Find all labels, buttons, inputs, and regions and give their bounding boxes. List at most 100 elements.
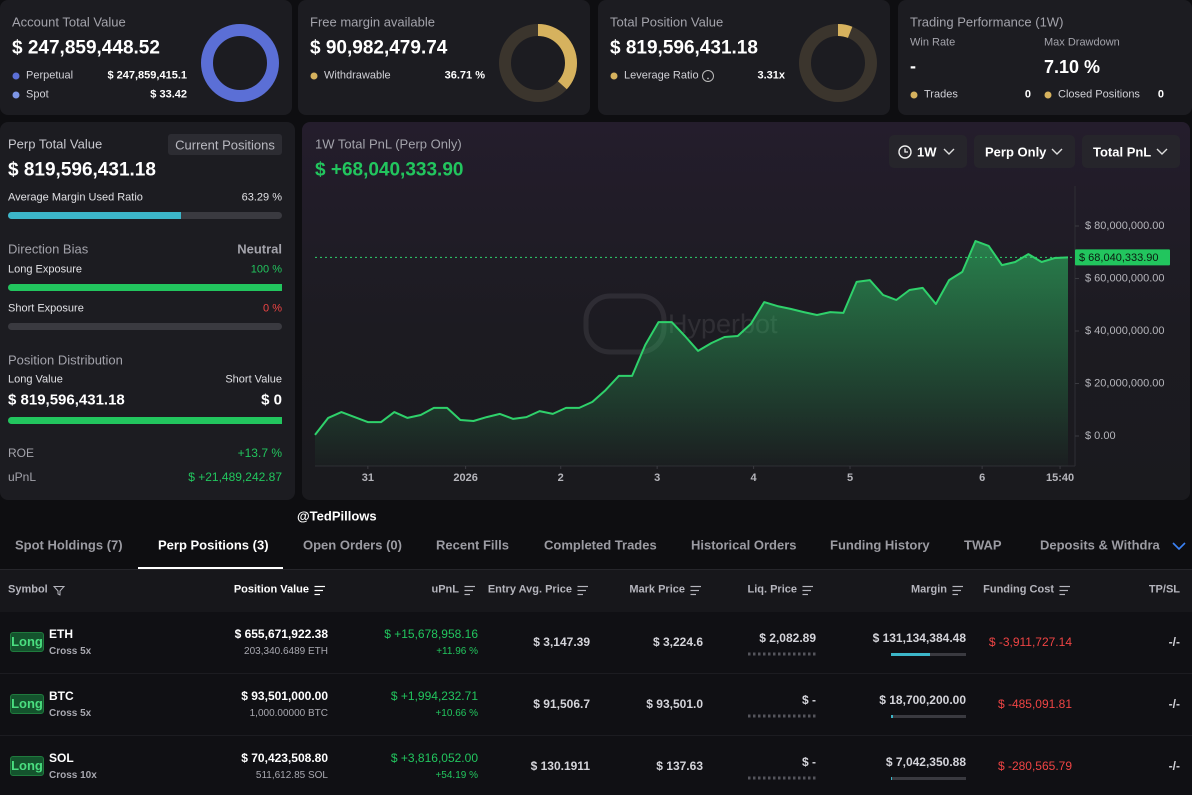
bias-value: Neutral (237, 241, 282, 257)
short-value: $ 0 (261, 391, 282, 409)
upnl: $ +1,994,232.71 (390, 689, 478, 703)
panel-value: $ 819,596,431.18 (8, 159, 156, 181)
liq-price: $ 2,082.89 (759, 631, 816, 645)
side-badge: Long (10, 756, 44, 776)
tab[interactable]: Recent Fills (436, 537, 509, 553)
card-title: Total Position Value (610, 14, 724, 30)
upnl: $ +3,816,052.00 (390, 751, 478, 765)
column-header-label: TP/SL (1148, 583, 1180, 596)
margin: $ 18,700,200.00 (879, 693, 966, 707)
metric-label: Short Exposure (8, 302, 84, 315)
tab[interactable]: Deposits & Withdrawals (1040, 538, 1160, 552)
entry-price: $ 91,506.7 (533, 697, 590, 711)
sort-icon (577, 585, 588, 595)
entry-price: $ 3,147.39 (533, 635, 590, 649)
tab[interactable]: Completed Trades (544, 537, 657, 553)
column-header-label: Margin (910, 583, 947, 596)
position-value: $ 655,671,922.38 (234, 627, 328, 641)
column-header[interactable]: Entry Avg. Price (488, 584, 589, 596)
position-size: 1,000.00000 BTC (249, 708, 328, 719)
position-value: $ 93,501,000.00 (241, 689, 328, 703)
legend-value: 36.71 % (444, 69, 485, 82)
dropdown-label[interactable]: 1W (917, 144, 937, 160)
sort-icon (802, 585, 813, 595)
card-title: Free margin available (310, 14, 436, 30)
tab[interactable]: Spot Holdings (7) (15, 537, 123, 553)
table-row[interactable] (0, 674, 1192, 736)
bar-track (8, 323, 282, 330)
tp-sl: -/- (1168, 697, 1180, 711)
margin: $ 7,042,350.88 (885, 755, 966, 769)
table-header-band (0, 570, 1192, 612)
metric-label: ROE (8, 446, 35, 460)
legend-value: $ 33.42 (150, 88, 187, 101)
upnl-percent: +11.96 % (436, 646, 478, 657)
long-value: $ 819,596,431.18 (8, 391, 125, 409)
legend-value: 3.31x (757, 69, 785, 82)
sort-icon (952, 585, 963, 595)
stat-label: Max Drawdown (1044, 36, 1120, 49)
dropdown-label[interactable]: Total PnL (1093, 144, 1152, 160)
metric-value: 100 % (250, 263, 282, 276)
metric-value: 0 % (263, 302, 282, 315)
legend-label: Leverage Ratio (624, 69, 699, 82)
symbol: SOL (49, 751, 74, 765)
tab-divider (0, 569, 1192, 570)
tab[interactable]: Historical Orders (691, 537, 797, 553)
symbol: ETH (49, 627, 73, 641)
column-header[interactable]: Funding Cost (983, 584, 1071, 596)
margin-mode: Cross 5x (49, 708, 92, 719)
metric-label: Long Exposure (8, 263, 82, 276)
column-header: Symbol (8, 583, 65, 596)
bar-fill (8, 212, 182, 219)
stat-count: 0 (1157, 88, 1164, 101)
column-header[interactable]: uPnL (432, 584, 477, 596)
column-header[interactable]: Position Value (234, 584, 326, 596)
card-value: $ 819,596,431.18 (610, 37, 758, 59)
column-header: TP/SL (1148, 583, 1180, 596)
column-header[interactable]: Margin (910, 583, 964, 596)
button-label[interactable]: Current Positions (175, 137, 275, 153)
mark-price: $ 137.63 (656, 759, 703, 773)
metric-label: uPnL (8, 470, 37, 484)
position-value: $ 70,423,508.80 (241, 751, 328, 765)
column-header[interactable]: Liq. Price (747, 584, 814, 596)
position-size: 203,340.6489 ETH (244, 646, 328, 657)
tab[interactable]: Perp Positions (3) (158, 537, 269, 553)
active-tab-underline (138, 567, 283, 569)
card-value: $ 90,982,479.74 (310, 37, 448, 59)
metric-value: 63.29 % (241, 191, 282, 204)
stat-label: Closed Positions (1058, 88, 1140, 101)
margin-mode: Cross 10x (49, 770, 97, 781)
upnl-percent: +10.66 % (435, 708, 478, 719)
handle: @TedPillows (297, 508, 377, 524)
sort-icon (464, 585, 475, 595)
symbol: BTC (49, 689, 74, 703)
filter-shape (52, 585, 65, 595)
legend-label: Spot (26, 88, 49, 101)
upnl: $ +15,678,958.16 (384, 627, 478, 641)
column-header[interactable]: Mark Price (629, 584, 702, 596)
stat-value: 7.10 % (1044, 57, 1101, 77)
table-row[interactable] (0, 612, 1192, 674)
legend-label: Withdrawable (324, 69, 391, 82)
chart-total: $ +68,040,333.90 (315, 159, 464, 181)
panel-title: Perp Total Value (8, 136, 103, 152)
tab[interactable]: Open Orders (0) (303, 537, 402, 553)
column-header-label: Symbol (8, 583, 48, 596)
card-value: $ 247,859,448.52 (12, 37, 160, 59)
metric-label: Long Value (8, 373, 63, 386)
dropdown-label[interactable]: Perp Only (985, 144, 1047, 160)
liq-price: $ - (801, 755, 816, 769)
table-row[interactable] (0, 736, 1192, 795)
tab[interactable]: TWAP (964, 537, 1002, 553)
tp-sl: -/- (1168, 635, 1180, 649)
stat-count: 0 (1024, 88, 1031, 101)
upnl-percent: +54.19 % (435, 770, 478, 781)
entry-price: $ 130.1911 (530, 759, 590, 773)
stat-label: Trades (924, 88, 958, 101)
funding-cost: $ -485,091.81 (997, 697, 1072, 711)
tab[interactable]: Funding History (830, 537, 930, 553)
current-positions-button[interactable] (168, 134, 282, 155)
